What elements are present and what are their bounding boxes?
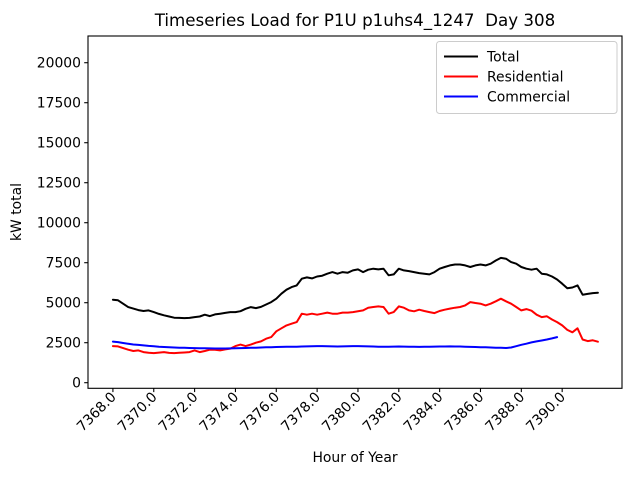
series-line-residential (111, 297, 599, 355)
y-tick-label: 7500 (46, 256, 81, 272)
legend-label-commercial: Commercial (487, 89, 570, 105)
legend-box (436, 41, 618, 114)
series-line-commercial (111, 336, 559, 350)
y-tick-label: 2500 (46, 336, 81, 352)
legend-rows: Total Residential Commercial (444, 49, 570, 105)
y-axis-ticks: 0 2500 5000 7500 10000 12500 15000 17500 20000 (37, 56, 88, 392)
y-axis-label: kW total (9, 183, 25, 241)
y-tick-label: 20000 (37, 56, 81, 72)
series-lines (111, 256, 599, 355)
y-tick-label: 0 (72, 376, 81, 392)
y-tick-label: 17500 (37, 96, 81, 112)
y-tick-label: 15000 (37, 136, 81, 152)
x-axis-label: Hour of Year (312, 450, 397, 466)
chart-title: Timeseries Load for P1U p1uhs4_1247 Day … (154, 10, 556, 31)
y-tick-label: 10000 (37, 216, 81, 232)
legend-label-residential: Residential (487, 69, 564, 85)
legend: Total Residential Commercial (436, 41, 618, 114)
y-tick-label: 5000 (46, 296, 81, 312)
legend-label-total: Total (486, 49, 519, 65)
series-line-total (111, 256, 599, 320)
y-tick-label: 12500 (37, 176, 81, 192)
